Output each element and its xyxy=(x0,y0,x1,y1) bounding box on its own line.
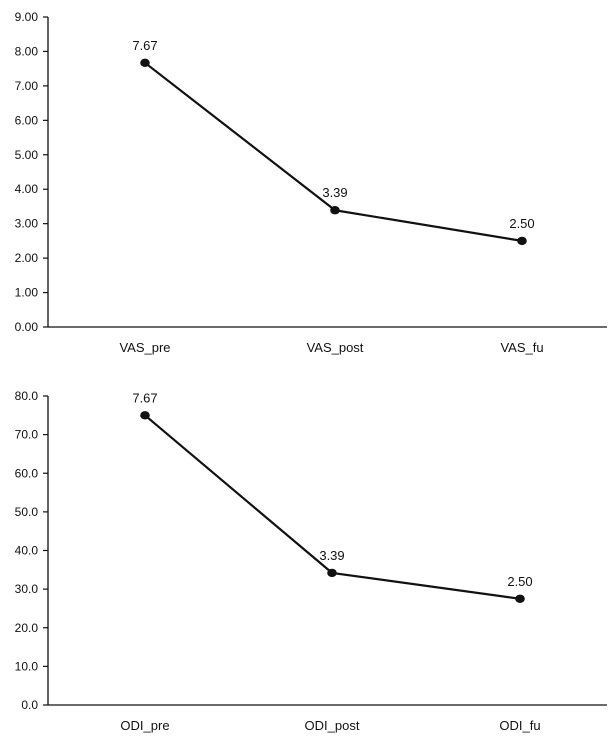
odi-y-tick-label: 40.0 xyxy=(15,544,39,558)
odi-category-label: ODI_pre xyxy=(120,718,169,733)
odi-y-tick-label: 70.0 xyxy=(15,428,39,442)
odi-data-label: 3.39 xyxy=(319,548,344,563)
odi-y-tick-label: 10.0 xyxy=(15,659,39,673)
odi-data-point xyxy=(515,594,525,603)
vas-chart: 0.00 1.00 2.00 3.00 4.00 5.00 6.00 7.00 8.00 9.00… xyxy=(15,10,607,355)
vas-y-tick-label: 4.00 xyxy=(15,182,39,196)
vas-y-tick-label: 1.00 xyxy=(15,286,39,300)
odi-data-label: 2.50 xyxy=(507,574,532,589)
vas-y-tick-label: 5.00 xyxy=(15,148,39,162)
odi-y-tick-label: 30.0 xyxy=(15,582,39,596)
vas-data-point xyxy=(330,206,340,215)
vas-y-tick-label: 3.00 xyxy=(15,217,39,231)
vas-data-label: 3.39 xyxy=(322,185,347,200)
odi-category-label: ODI_post xyxy=(305,718,360,733)
vas-data-label: 7.67 xyxy=(132,38,157,53)
odi-y-tick-label: 80.0 xyxy=(15,389,39,403)
odi-y-tick-label: 60.0 xyxy=(15,466,39,480)
vas-y-tick-label: 8.00 xyxy=(15,44,39,58)
vas-y-tick-label: 2.00 xyxy=(15,251,39,265)
odi-y-tick-label: 20.0 xyxy=(15,621,39,635)
odi-data-point xyxy=(327,568,337,578)
vas-y-tick-label: 9.00 xyxy=(15,10,39,24)
vas-category-label: VAS_pre xyxy=(119,340,170,355)
vas-data-label: 2.50 xyxy=(509,216,534,231)
vas-category-label: VAS_fu xyxy=(500,340,543,355)
vas-category-label: VAS_post xyxy=(307,340,364,355)
odi-y-tick-label: 50.0 xyxy=(15,505,39,519)
vas-y-tick-label: 0.00 xyxy=(15,320,39,334)
vas-data-point xyxy=(517,236,527,246)
odi-data-label: 7.67 xyxy=(132,390,157,405)
odi-y-tick-label: 0.0 xyxy=(21,698,38,712)
vas-data-point xyxy=(140,58,150,68)
vas-y-tick-label: 6.00 xyxy=(15,113,39,127)
odi-data-point xyxy=(140,411,150,420)
odi-category-label: ODI_fu xyxy=(499,718,540,733)
vas-y-tick-label: 7.00 xyxy=(15,79,39,93)
odi-chart: 0.0 10.0 20.0 30.0 40.0 50.0 60.0 70.0 80.0 ODI_p… xyxy=(15,389,607,733)
